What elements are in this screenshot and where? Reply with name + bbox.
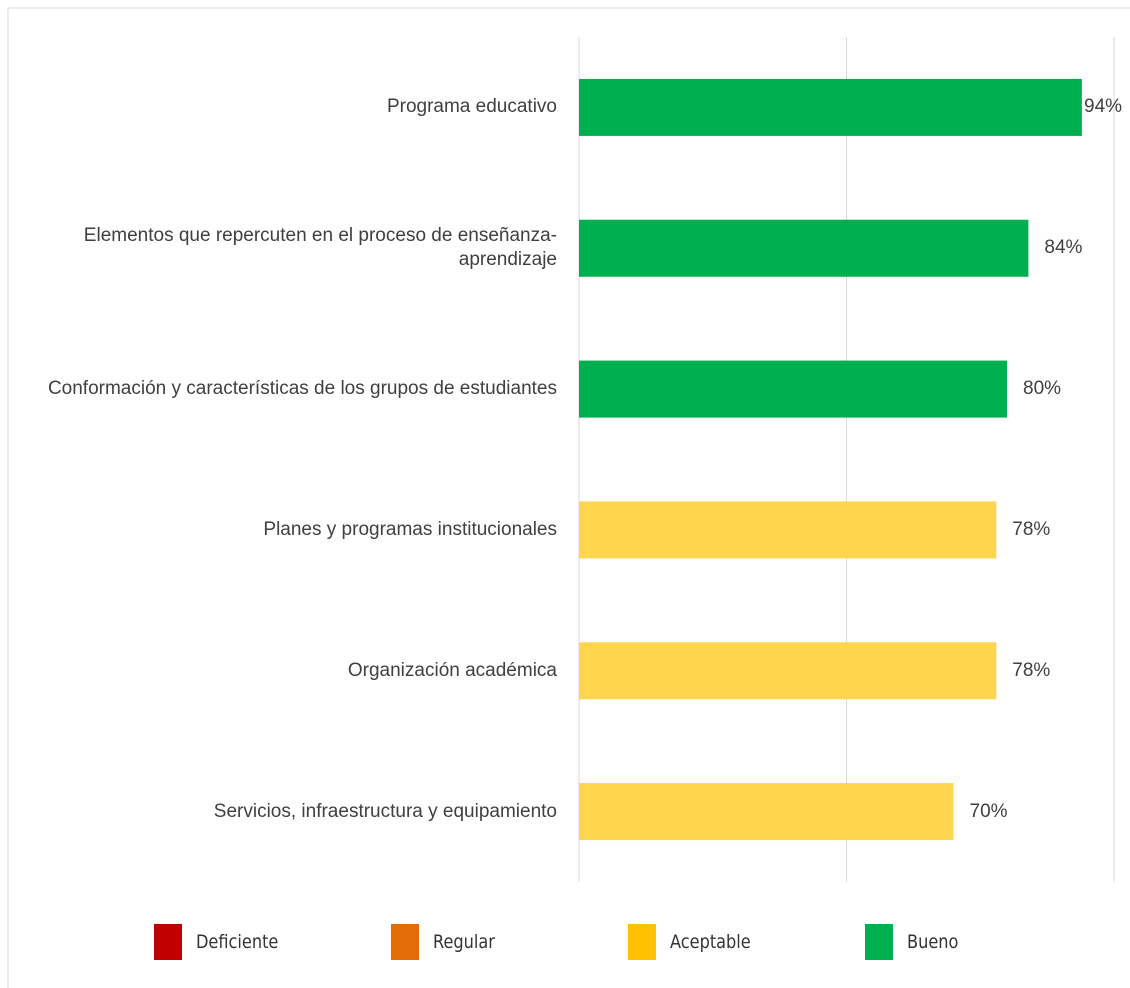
legend-swatch xyxy=(391,924,419,960)
value-label: 78% xyxy=(1012,659,1051,681)
value-label: 70% xyxy=(969,800,1008,822)
bar xyxy=(579,360,1007,418)
legend-swatch xyxy=(154,924,182,960)
category-label: Programa educativo xyxy=(386,96,557,118)
bar xyxy=(579,78,1082,136)
frame xyxy=(7,7,1130,988)
category-label: Conformación y características de los gr… xyxy=(47,378,557,400)
bar xyxy=(579,642,997,700)
legend-label: Bueno xyxy=(907,931,959,953)
category-label: Elementos que repercuten en el proceso d… xyxy=(83,225,557,271)
value-label: 78% xyxy=(1012,518,1051,540)
legend-label: Regular xyxy=(433,931,495,953)
legend-swatch xyxy=(628,924,656,960)
bar xyxy=(579,219,1029,277)
value-label: 94% xyxy=(1084,96,1123,118)
legend-swatch xyxy=(865,924,893,960)
category-label: Planes y programas institucionales xyxy=(263,518,557,540)
bar xyxy=(579,501,997,559)
value-label: 80% xyxy=(1023,378,1062,400)
value-label: 84% xyxy=(1044,237,1083,259)
category-label: Organización académica xyxy=(347,659,557,681)
legend-label: Aceptable xyxy=(670,931,751,953)
category-label: Servicios, infraestructura y equipamient… xyxy=(213,800,557,822)
bar xyxy=(579,783,954,841)
legend-label: Deficiente xyxy=(196,931,279,953)
